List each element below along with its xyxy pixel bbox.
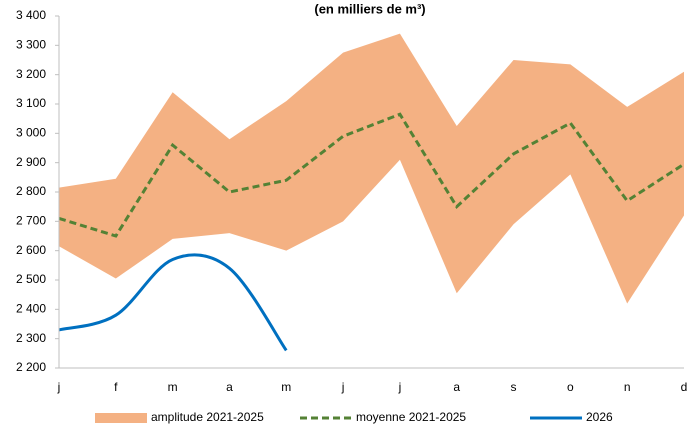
x-tick-label: s <box>511 380 517 394</box>
y-tick-label: 3 200 <box>16 67 46 81</box>
y-tick-label: 2 200 <box>16 360 46 374</box>
y-tick-label: 2 400 <box>16 302 46 316</box>
y-tick-label: 2 800 <box>16 184 46 198</box>
y-tick-label: 3 100 <box>16 96 46 110</box>
y-tick-label: 2 700 <box>16 214 46 228</box>
y-tick-label: 2 500 <box>16 272 46 286</box>
x-tick-label: f <box>114 380 118 394</box>
x-tick-label: m <box>168 380 178 394</box>
x-tick-label: a <box>453 380 460 394</box>
legend-label: amplitude 2021-2025 <box>151 410 264 424</box>
chart-title: (en milliers de m³) <box>314 1 425 16</box>
series-line <box>58 112 685 238</box>
legend-label: moyenne 2021-2025 <box>356 410 466 424</box>
y-tick-label: 3 400 <box>16 8 46 22</box>
legend-label: 2026 <box>586 410 613 424</box>
legend-swatch <box>95 413 147 423</box>
x-tick-label: j <box>398 380 402 394</box>
x-tick-label: m <box>281 380 291 394</box>
y-tick-label: 2 900 <box>16 155 46 169</box>
x-tick-label: o <box>567 380 574 394</box>
x-tick-label: d <box>681 380 687 394</box>
y-tick-label: 2 300 <box>16 331 46 345</box>
x-tick-label: a <box>226 380 233 394</box>
x-tick-label: j <box>57 380 61 394</box>
series-line <box>58 253 288 352</box>
x-tick-label: n <box>624 380 631 394</box>
x-tick-label: j <box>341 380 345 394</box>
y-tick-label: 3 300 <box>16 38 46 52</box>
amplitude-band <box>59 33 684 304</box>
y-tick-label: 3 000 <box>16 126 46 140</box>
y-tick-label: 2 600 <box>16 243 46 257</box>
